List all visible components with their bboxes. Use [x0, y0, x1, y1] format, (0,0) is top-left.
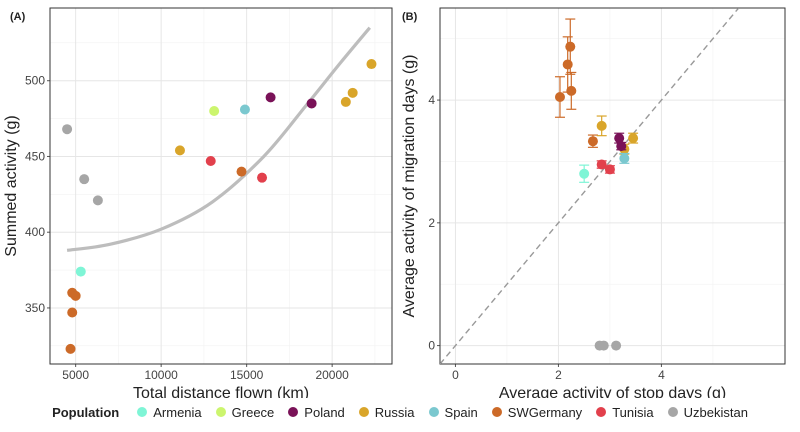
legend-swatch	[215, 407, 226, 417]
legend-item-russia: Russia	[358, 404, 415, 420]
data-point-swgermany	[565, 41, 576, 52]
legend-swatch	[667, 407, 678, 417]
panel-b: 0 2 4 0 2 4 (B) Average activity of stop days (…	[401, 7, 786, 398]
data-point-tunisia	[604, 164, 615, 175]
y-tick-label: 0	[428, 339, 435, 353]
data-point-uzbekistan	[611, 340, 622, 351]
data-point-uzbekistan	[62, 124, 73, 135]
data-point-russia	[174, 145, 185, 156]
data-point-russia	[596, 120, 607, 131]
legend-swatch	[428, 407, 439, 417]
data-point-tunisia	[257, 172, 268, 183]
data-point-uzbekistan	[79, 174, 90, 185]
data-point-tunisia	[205, 156, 216, 167]
plot-area	[440, 8, 785, 364]
x-tick-label: 4	[658, 368, 665, 382]
x-tick-label: 5000	[62, 368, 89, 382]
data-point-spain	[239, 104, 250, 115]
data-point-greece	[209, 106, 220, 117]
legend-swatch	[491, 407, 502, 417]
legend-item-uzbekistan: Uzbekistan	[667, 404, 748, 420]
x-axis-title: Average activity of stop days (g)	[499, 385, 726, 398]
legend-item-spain: Spain	[428, 404, 478, 420]
panel-label: (A)	[10, 11, 26, 23]
data-point-poland	[306, 98, 317, 109]
panel-border	[439, 7, 786, 365]
data-point-swgermany	[566, 85, 577, 96]
legend-item-swgermany: SWGermany	[491, 404, 583, 420]
y-tick-label: 4	[428, 93, 435, 107]
legend-item-poland: Poland	[288, 404, 345, 420]
data-point-swgermany	[70, 290, 81, 301]
legend-label: Spain	[444, 404, 478, 420]
data-point-swgermany	[67, 307, 78, 318]
legend-item-greece: Greece	[215, 404, 275, 420]
x-tick-label: 10000	[144, 368, 178, 382]
data-point-swgermany	[587, 136, 598, 147]
legend-label: SWGermany	[507, 404, 583, 420]
legend-label: Uzbekistan	[683, 404, 748, 420]
data-point-tunisia	[596, 159, 607, 170]
legend: Population Armenia Greece Poland Russia Spai…	[0, 398, 800, 426]
data-point-russia	[347, 87, 358, 98]
y-axis-title: Average activity of migration days (g)	[401, 55, 418, 318]
data-point-poland	[616, 141, 627, 152]
data-point-swgermany	[554, 92, 565, 102]
data-point-russia	[340, 96, 351, 107]
x-tick-label: 0	[452, 368, 459, 382]
y-tick-label: 400	[25, 225, 45, 239]
legend-title: Population	[52, 404, 120, 420]
y-tick-label: 450	[25, 149, 45, 163]
legend-item-armenia: Armenia	[137, 404, 202, 420]
data-point-swgermany	[236, 166, 247, 177]
legend-label: Greece	[231, 404, 275, 420]
data-point-uzbekistan	[92, 195, 103, 206]
data-point-swgermany	[562, 59, 573, 70]
data-point-uzbekistan	[598, 340, 609, 351]
data-point-russia	[628, 133, 639, 144]
x-tick-label: 15000	[230, 368, 264, 382]
x-tick-label: 2	[555, 368, 562, 382]
legend-swatch	[596, 407, 607, 417]
legend-label: Armenia	[153, 404, 202, 420]
data-point-spain	[619, 153, 630, 164]
data-point-poland	[265, 92, 276, 103]
trend-curve	[66, 26, 371, 252]
y-axis-title: Summed activity (g)	[3, 115, 20, 256]
data-point-armenia	[75, 266, 86, 277]
legend-label: Poland	[304, 404, 345, 420]
data-point-russia	[366, 59, 377, 70]
y-tick-label: 500	[25, 74, 45, 88]
panel-a: 5000 10000 15000 20000 350 400 450 500 (A) Total …	[3, 7, 393, 398]
legend-swatch	[288, 407, 299, 417]
panel-border	[49, 7, 393, 365]
legend-label: Tunisia	[612, 404, 654, 420]
data-point-armenia	[579, 168, 590, 179]
x-axis-title: Total distance flown (km)	[133, 385, 309, 398]
data-point-swgermany	[65, 343, 76, 354]
panel-label: (B)	[402, 11, 418, 23]
figure: 5000 10000 15000 20000350400450500(A)Total …	[3, 7, 786, 398]
x-tick-label: 20000	[315, 368, 349, 382]
y-tick-label: 2	[428, 216, 435, 230]
y-tick-label: 350	[25, 301, 45, 315]
legend-swatch	[137, 407, 148, 417]
legend-swatch	[358, 407, 369, 417]
legend-label: Russia	[374, 404, 415, 420]
identity-line	[440, 8, 740, 364]
data-point-poland	[614, 133, 625, 144]
legend-item-tunisia: Tunisia	[596, 404, 654, 420]
